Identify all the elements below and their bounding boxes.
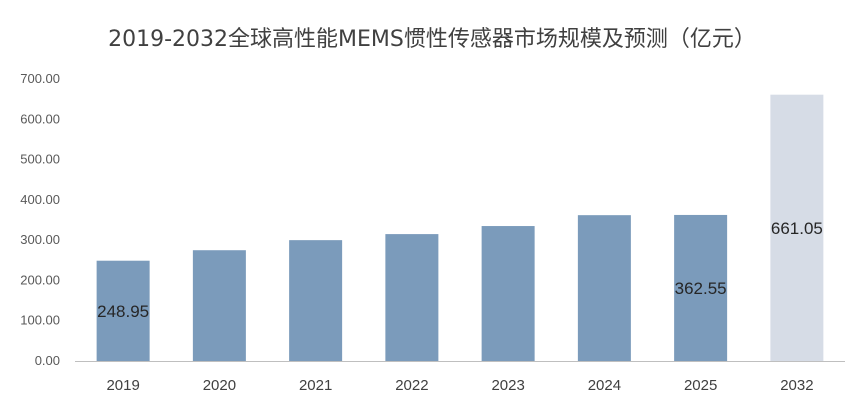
bar-2019	[96, 260, 150, 361]
chart-title: 2019-2032全球高性能MEMS惯性传感器市场规模及预测（亿元）	[108, 27, 756, 52]
y-tick-label: 300.00	[20, 232, 60, 247]
data-label-2032: 661.05	[771, 219, 823, 238]
bar-2023	[481, 226, 535, 361]
x-tick-label: 2025	[684, 377, 717, 394]
data-label-2025: 362.55	[675, 279, 727, 298]
bar-2021	[289, 240, 343, 361]
x-axis: 2019 2020 2021 2022 2023 2024 2025 2032	[106, 377, 813, 394]
y-tick-label: 600.00	[20, 111, 60, 126]
bar-2032	[770, 94, 824, 361]
x-tick-label: 2023	[491, 377, 524, 394]
y-axis: 0.00 100.00 200.00 300.00 400.00 500.00 600.00…	[20, 71, 60, 368]
y-tick-label: 400.00	[20, 192, 60, 207]
x-tick-label: 2024	[588, 377, 621, 394]
bar-2020	[192, 250, 246, 361]
x-tick-label: 2019	[106, 377, 139, 394]
x-tick-label: 2022	[395, 377, 428, 394]
y-tick-label: 0.00	[35, 353, 60, 368]
bar-series	[96, 94, 824, 361]
bar-2024	[577, 215, 631, 361]
bar-2025	[674, 214, 728, 361]
y-tick-label: 100.00	[20, 313, 60, 328]
x-tick-label: 2020	[203, 377, 236, 394]
y-tick-label: 500.00	[20, 152, 60, 167]
data-labels: 248.95 362.55 661.05	[97, 219, 823, 321]
data-label-2019: 248.95	[97, 302, 149, 321]
y-tick-label: 700.00	[20, 71, 60, 86]
x-tick-label: 2021	[299, 377, 332, 394]
x-tick-label: 2032	[780, 377, 813, 394]
bar-2022	[385, 234, 439, 361]
y-tick-label: 200.00	[20, 272, 60, 287]
